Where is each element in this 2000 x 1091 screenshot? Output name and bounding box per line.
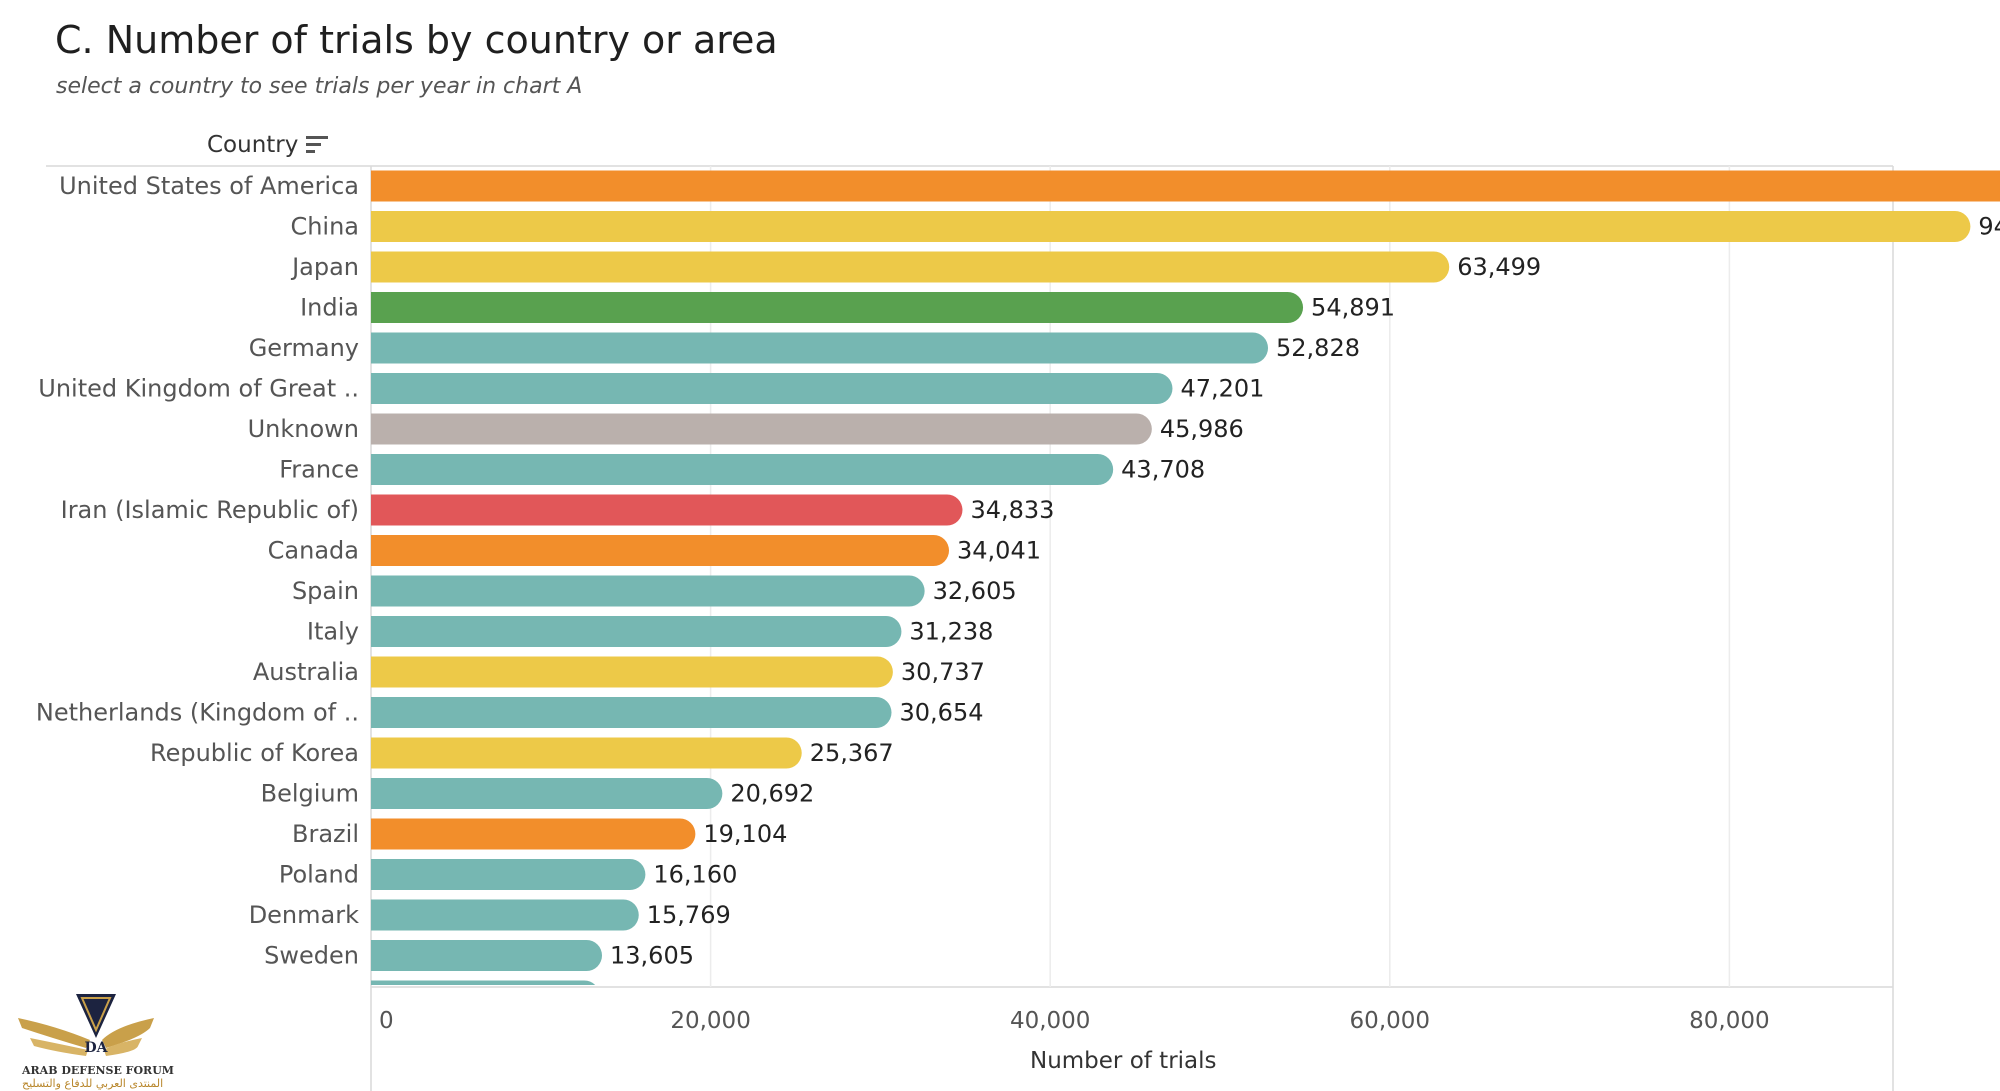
bar[interactable]	[371, 494, 963, 526]
x-tick-label: 40,000	[1010, 1008, 1090, 1034]
bar[interactable]	[371, 940, 603, 971]
bar[interactable]	[371, 170, 2000, 202]
x-tick-label: 60,000	[1350, 1008, 1430, 1034]
watermark-line2: المنتدى العربي للدفاع والتسليح	[22, 1077, 164, 1090]
value-label: 94,193	[1978, 213, 2000, 241]
value-label: 13,474	[608, 982, 692, 1010]
x-tick-label: 0	[379, 1008, 394, 1034]
category-label: Japan	[290, 253, 359, 281]
value-label: 45,986	[1160, 415, 1244, 443]
value-label: 47,201	[1180, 375, 1264, 403]
value-label: 20,692	[730, 780, 814, 808]
value-label: 19,104	[703, 820, 787, 848]
category-label: China	[290, 213, 359, 241]
category-label: Brazil	[292, 820, 359, 848]
bar[interactable]	[371, 575, 925, 607]
category-label: Canada	[268, 537, 359, 565]
bar[interactable]	[371, 413, 1152, 445]
x-tick-label: 20,000	[670, 1008, 750, 1034]
category-label: Poland	[279, 861, 359, 889]
value-label: 32,605	[933, 577, 1017, 605]
chart-title: C. Number of trials by country or area	[55, 18, 778, 62]
bar[interactable]	[371, 535, 950, 566]
watermark-line1: ARAB DEFENSE FORUM	[22, 1064, 174, 1077]
value-label: 63,499	[1457, 253, 1541, 281]
bar[interactable]	[371, 332, 1269, 364]
value-label: 52,828	[1276, 334, 1360, 362]
bar[interactable]	[371, 778, 723, 809]
x-tick-label: 80,000	[1689, 1008, 1769, 1034]
svg-text:DA: DA	[84, 1040, 108, 1056]
bar[interactable]	[371, 656, 893, 688]
value-label: 16,160	[653, 861, 737, 889]
bar[interactable]	[371, 859, 646, 890]
country-column-header[interactable]: Country	[207, 132, 329, 158]
sort-descending-icon[interactable]	[306, 136, 329, 154]
category-label: Spain	[292, 577, 359, 605]
category-label: India	[300, 294, 359, 322]
category-label: Belgium	[261, 780, 359, 808]
category-label: Republic of Korea	[150, 739, 359, 767]
category-label: Denmark	[249, 901, 359, 929]
value-label: 34,833	[970, 496, 1054, 524]
bar[interactable]	[371, 737, 802, 769]
bar[interactable]	[371, 818, 696, 850]
bar[interactable]	[371, 251, 1450, 283]
bar[interactable]	[371, 696, 892, 728]
arab-defense-forum-logo-icon: DA	[18, 994, 154, 1056]
category-label: United States of America	[59, 172, 359, 200]
category-label: Türkiye	[272, 982, 359, 1010]
country-header-label: Country	[207, 132, 299, 158]
value-label: 15,769	[647, 901, 731, 929]
bar[interactable]	[371, 616, 902, 647]
chart-subtitle: select a country to see trials per year …	[56, 74, 583, 99]
bar[interactable]	[371, 211, 1971, 242]
x-axis-title: Number of trials	[1030, 1048, 1217, 1074]
value-label: 34,041	[957, 537, 1041, 565]
category-label: France	[279, 456, 359, 484]
value-label: 30,654	[900, 699, 984, 727]
category-label: Sweden	[264, 942, 359, 970]
category-label: Unknown	[248, 415, 359, 443]
category-label: Italy	[307, 618, 359, 646]
category-label: United Kingdom of Great ..	[38, 375, 359, 403]
category-label: Germany	[249, 334, 359, 362]
category-label: Iran (Islamic Republic of)	[61, 496, 359, 524]
bar[interactable]	[371, 454, 1114, 485]
category-label: Netherlands (Kingdom of ..	[36, 699, 359, 727]
value-label: 31,238	[909, 618, 993, 646]
value-label: 43,708	[1121, 456, 1205, 484]
category-label: Australia	[253, 658, 359, 686]
bar[interactable]	[371, 292, 1304, 323]
bar[interactable]	[371, 373, 1173, 404]
value-label: 25,367	[810, 739, 894, 767]
bar[interactable]	[371, 980, 600, 1012]
bar[interactable]	[371, 899, 639, 931]
value-label: 30,737	[901, 658, 985, 686]
value-label: 54,891	[1311, 294, 1395, 322]
value-label: 13,605	[610, 942, 694, 970]
